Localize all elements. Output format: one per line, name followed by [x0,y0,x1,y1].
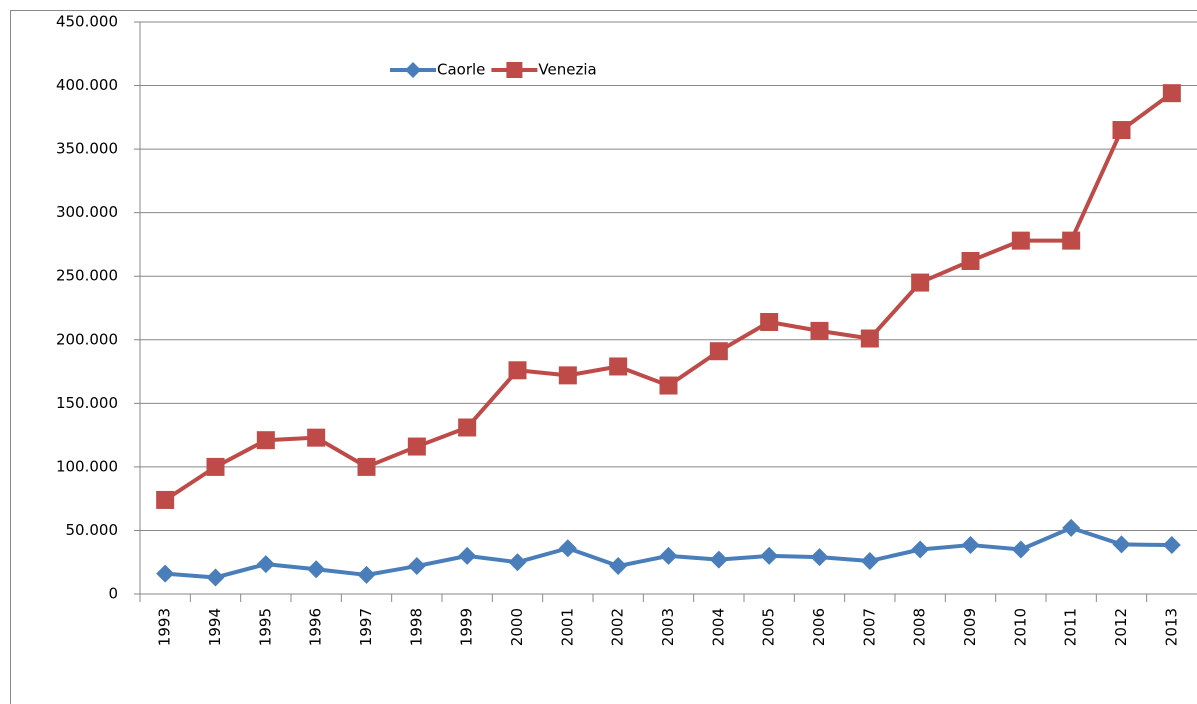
point [1062,231,1081,250]
point [911,540,930,559]
point [709,342,728,361]
point [860,329,879,348]
point [810,321,829,340]
point [1011,231,1030,250]
x-tick-label: 2009 [961,608,979,646]
point [357,565,376,584]
point [508,361,527,380]
x-tick-label: 2012 [1112,608,1130,646]
y-tick-label: 400.000 [56,76,118,94]
x-tick-label: 1994 [206,608,224,646]
x-tick-label: 2006 [810,608,828,646]
x-tick-label: 2013 [1162,608,1180,646]
point [1062,518,1081,537]
point [1112,535,1131,554]
point [407,437,426,456]
x-tick-label: 1995 [256,608,274,646]
y-tick-label: 200.000 [56,330,118,348]
point [508,553,527,572]
x-tick-label: 1996 [307,608,325,646]
y-tick-label: 50.000 [66,521,119,539]
point [911,273,930,292]
legend-marker [405,62,421,78]
point [609,557,628,576]
y-tick-label: 300.000 [56,203,118,221]
point [256,431,275,450]
point [357,457,376,476]
x-tick-label: 1997 [357,608,375,646]
point [1112,121,1131,140]
legend-label: Caorle [437,61,485,79]
point [458,418,477,437]
point [256,555,275,574]
point [760,312,779,331]
y-tick-label: 0 [108,585,118,603]
x-tick-label: 2010 [1011,608,1029,646]
legend-label: Venezia [538,61,596,79]
point [961,251,980,270]
y-tick-label: 450.000 [56,13,118,31]
point [860,551,879,570]
x-tick-label: 2008 [911,608,929,646]
x-tick-label: 2004 [709,608,727,646]
x-tick-label: 2003 [659,608,677,646]
point [206,457,225,476]
point [407,557,426,576]
x-tick-label: 2011 [1062,608,1080,646]
x-tick-label: 1993 [156,608,174,646]
point [709,550,728,569]
point [307,560,326,579]
point [609,357,628,376]
point [810,548,829,567]
point [558,539,577,558]
point [558,366,577,385]
y-tick-label: 150.000 [56,394,118,412]
point [307,428,326,447]
x-tick-label: 2007 [860,608,878,646]
x-tick-label: 2000 [508,608,526,646]
x-tick-label: 2002 [609,608,627,646]
point [659,546,678,565]
x-tick-label: 1999 [458,608,476,646]
x-tick-label: 2005 [760,608,778,646]
x-tick-label: 2001 [558,608,576,646]
point [156,490,175,509]
point [206,568,225,587]
y-tick-label: 350.000 [56,140,118,158]
x-tick-label: 1998 [407,608,425,646]
point [156,564,175,583]
y-tick-label: 100.000 [56,457,118,475]
y-tick-label: 250.000 [56,267,118,285]
point [760,546,779,565]
point [961,536,980,555]
point [659,376,678,395]
legend-marker [506,62,523,78]
point [1011,540,1030,559]
point [1162,536,1181,555]
point [1162,84,1181,103]
point [458,546,477,565]
